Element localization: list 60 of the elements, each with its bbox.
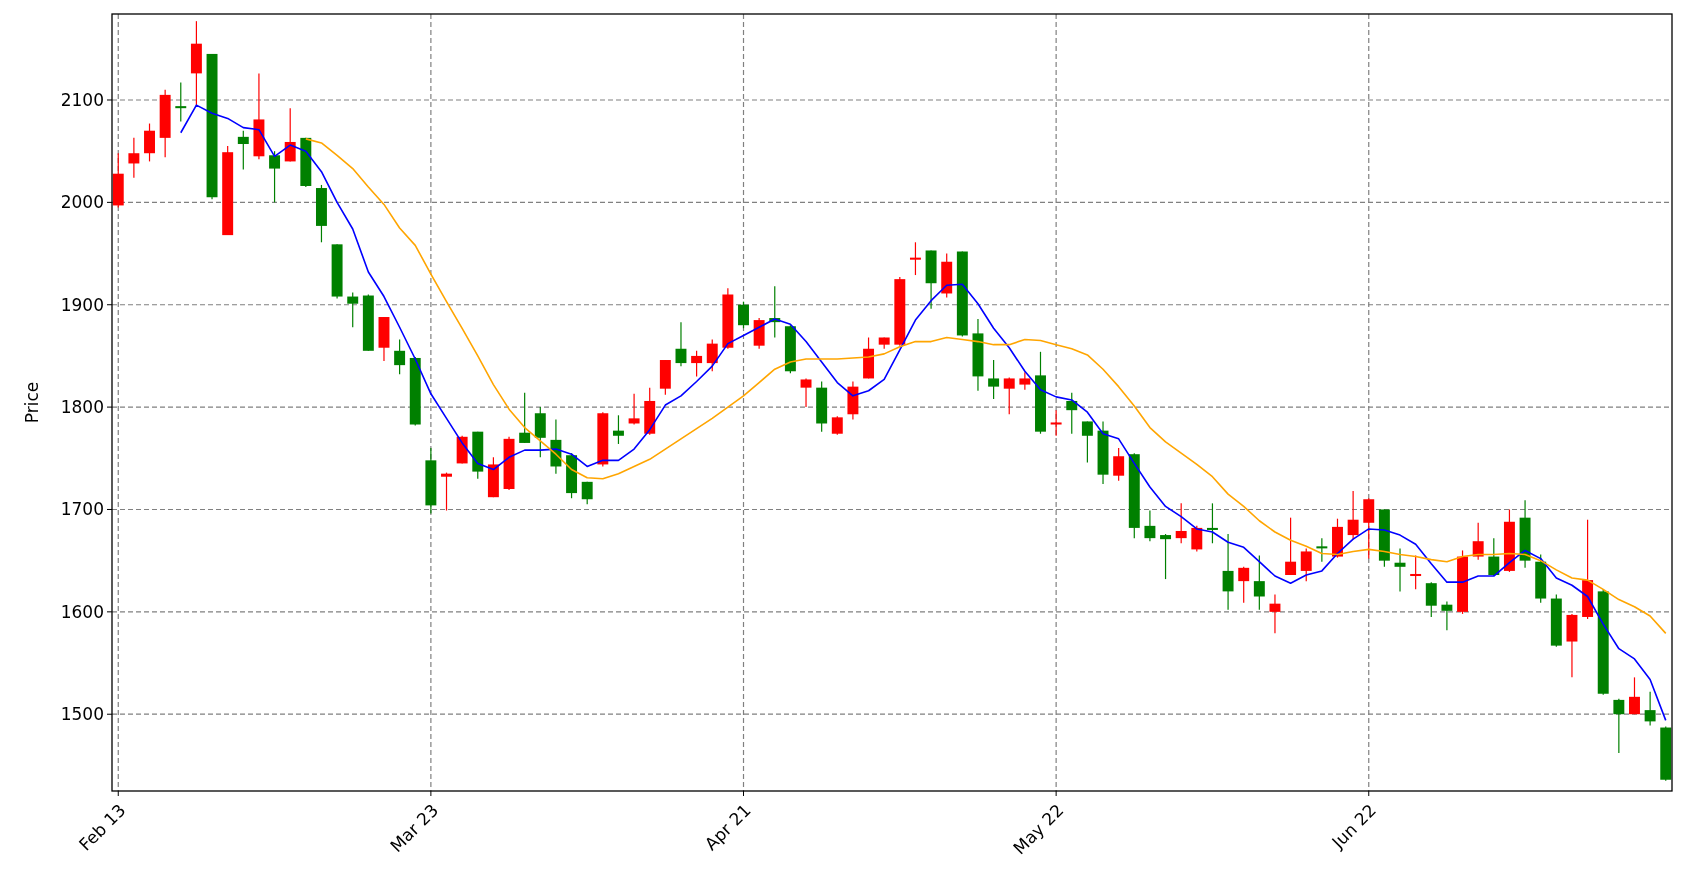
candlestick — [1066, 392, 1078, 435]
candlestick — [1472, 522, 1484, 561]
candlestick — [1269, 593, 1281, 634]
candlestick — [628, 393, 640, 426]
candlestick — [800, 377, 812, 408]
candlestick — [347, 291, 359, 328]
candlestick — [1253, 554, 1265, 611]
candlestick — [175, 81, 187, 123]
candlestick — [706, 338, 718, 372]
line-series — [179, 104, 1667, 722]
candlestick — [1019, 371, 1031, 391]
candlestick — [144, 122, 155, 163]
candlestick — [1441, 601, 1453, 631]
y-tick-label: 1500 — [60, 704, 104, 725]
candlestick — [1363, 497, 1375, 560]
y-tick-label: 2100 — [60, 89, 104, 110]
y-tick-label: 2000 — [60, 192, 104, 213]
x-tick-label: Jun 22 — [1327, 800, 1380, 853]
y-axis-title: Price — [22, 381, 42, 424]
candlestick — [1238, 566, 1250, 604]
candlestick — [1629, 676, 1640, 715]
candlestick — [1222, 533, 1234, 611]
candlestick — [1160, 533, 1172, 580]
candlestick — [738, 301, 749, 329]
candlestick — [1347, 490, 1359, 540]
candlestick — [1644, 691, 1656, 727]
candlestick — [394, 338, 406, 375]
candlestick — [237, 130, 249, 171]
x-tick-label: Mar 23 — [386, 800, 443, 857]
candlestick — [1285, 517, 1297, 576]
candlestick — [1613, 698, 1625, 754]
candlestick — [441, 472, 452, 512]
candlestick — [1316, 537, 1328, 563]
candlestick — [1050, 409, 1062, 437]
y-tick-label: 1600 — [60, 601, 104, 622]
y-tick-label: 1900 — [60, 294, 104, 315]
candlestick — [1488, 537, 1500, 577]
line-series — [305, 138, 1667, 635]
candlestick — [1003, 376, 1015, 415]
candlestick — [988, 359, 1000, 400]
candlestick — [1191, 525, 1203, 553]
candlestick — [909, 241, 921, 276]
candlestick — [1300, 547, 1312, 582]
candlestick — [519, 392, 531, 444]
candlestick — [128, 137, 140, 179]
candlestick — [1113, 447, 1125, 482]
candlestick — [1410, 554, 1422, 590]
candlestick — [612, 414, 624, 445]
candlestick — [1144, 509, 1156, 542]
x-tick-label: Apr 21 — [700, 800, 755, 855]
y-tick-label: 1800 — [60, 397, 104, 418]
candlestick — [831, 415, 843, 436]
candlestick — [1206, 502, 1218, 544]
x-tick-label: Feb 13 — [74, 800, 130, 855]
candlestick — [269, 150, 281, 203]
y-tick-label: 1700 — [60, 499, 104, 520]
candlestick — [1425, 581, 1437, 618]
candlestick — [1081, 420, 1093, 463]
candlestick — [1175, 502, 1187, 544]
candlestick — [691, 350, 703, 377]
